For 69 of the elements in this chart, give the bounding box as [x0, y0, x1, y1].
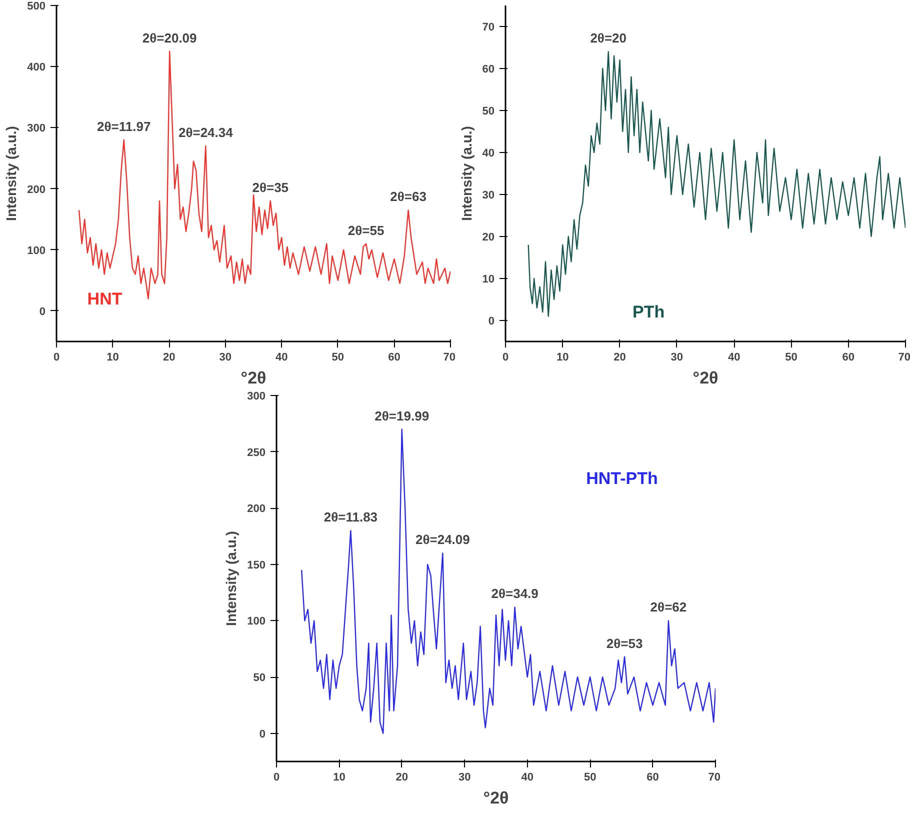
- x-tick-label: 50: [332, 352, 344, 364]
- y-tick-label: 20: [482, 232, 495, 244]
- y-tick-label: 400: [27, 62, 46, 74]
- y-tick-label: 0: [39, 306, 46, 318]
- y-tick-label: 0: [488, 316, 495, 328]
- annotation: 2θ=34.9: [491, 586, 538, 602]
- annotation: 2θ=53: [606, 636, 643, 651]
- x-tick-label: 30: [670, 352, 684, 364]
- y-tick-label: 100: [247, 616, 266, 628]
- x-tick-label: 70: [708, 772, 721, 784]
- x-tick-label: 20: [396, 772, 408, 784]
- x-tick-label: 40: [728, 352, 740, 364]
- x-tick-label: 30: [458, 772, 471, 784]
- y-tick-label: 100: [27, 244, 46, 257]
- x-tick-label: 70: [443, 352, 456, 364]
- line-series: [528, 51, 906, 317]
- y-tick-label: 500: [27, 0, 46, 12]
- x-tick-label: 40: [521, 772, 534, 784]
- x-tick-label: 10: [333, 772, 346, 784]
- annotation: 2θ=11.83: [324, 510, 378, 525]
- x-axis-title: °2θ: [692, 368, 718, 388]
- series-label: HNT: [87, 290, 123, 308]
- x-tick-label: 10: [106, 352, 119, 364]
- x-tick-label: 0: [53, 352, 60, 364]
- line-series: [300, 428, 716, 734]
- annotation: 2θ=19.99: [374, 408, 430, 424]
- annotation: 2θ=20.09: [142, 30, 197, 46]
- annotation: 2θ=20: [590, 30, 627, 46]
- annotation: 2θ=63: [390, 189, 426, 204]
- text: HNT-PTh: [586, 468, 658, 488]
- x-tick-label: 60: [388, 352, 400, 364]
- y-tick-label: 200: [27, 184, 46, 196]
- annotation: 2θ=24.34: [178, 125, 234, 140]
- y-tick-label: 200: [247, 503, 266, 516]
- y-tick-label: 70: [482, 22, 495, 34]
- y-tick-label: 50: [482, 106, 495, 118]
- x-axis-title: °2θ: [240, 368, 266, 388]
- x-tick-label: 50: [785, 352, 798, 364]
- annotation: 2θ=62: [650, 600, 687, 615]
- y-tick-label: 300: [27, 122, 46, 135]
- y-tick-label: 0: [259, 728, 266, 740]
- y-tick-label: 30: [482, 190, 495, 202]
- y-tick-label: 300: [247, 390, 266, 402]
- y-axis-title: Intensity (a.u.): [223, 531, 240, 626]
- text: PTh: [632, 302, 665, 322]
- x-tick-label: 0: [273, 772, 280, 784]
- annotation: 2θ=24.09: [416, 532, 470, 548]
- x-tick-label: 60: [646, 772, 659, 784]
- x-tick-label: 30: [219, 352, 232, 364]
- y-tick-label: 60: [482, 64, 495, 76]
- y-tick-label: 50: [253, 672, 266, 684]
- x-axis-title: °2θ: [483, 788, 509, 808]
- y-axis-title: Intensity (a.u.): [458, 126, 474, 221]
- x-tick-label: 0: [502, 352, 509, 364]
- x-tick-label: 60: [842, 352, 854, 364]
- y-axis-title: Intensity (a.u.): [3, 126, 20, 221]
- y-tick-label: 10: [482, 274, 495, 286]
- annotation: 2θ=35: [252, 180, 289, 195]
- y-tick-label: 40: [482, 148, 495, 160]
- x-tick-label: 10: [556, 352, 569, 364]
- x-tick-label: 20: [162, 352, 176, 364]
- x-tick-label: 40: [276, 352, 288, 364]
- x-tick-label: 70: [898, 352, 910, 364]
- x-tick-label: 50: [584, 772, 596, 784]
- y-tick-label: 250: [247, 446, 266, 459]
- x-tick-label: 20: [614, 352, 626, 364]
- annotation: 2θ=55: [348, 222, 384, 238]
- y-tick-label: 150: [247, 559, 266, 572]
- annotation: 2θ=11.97: [97, 118, 151, 134]
